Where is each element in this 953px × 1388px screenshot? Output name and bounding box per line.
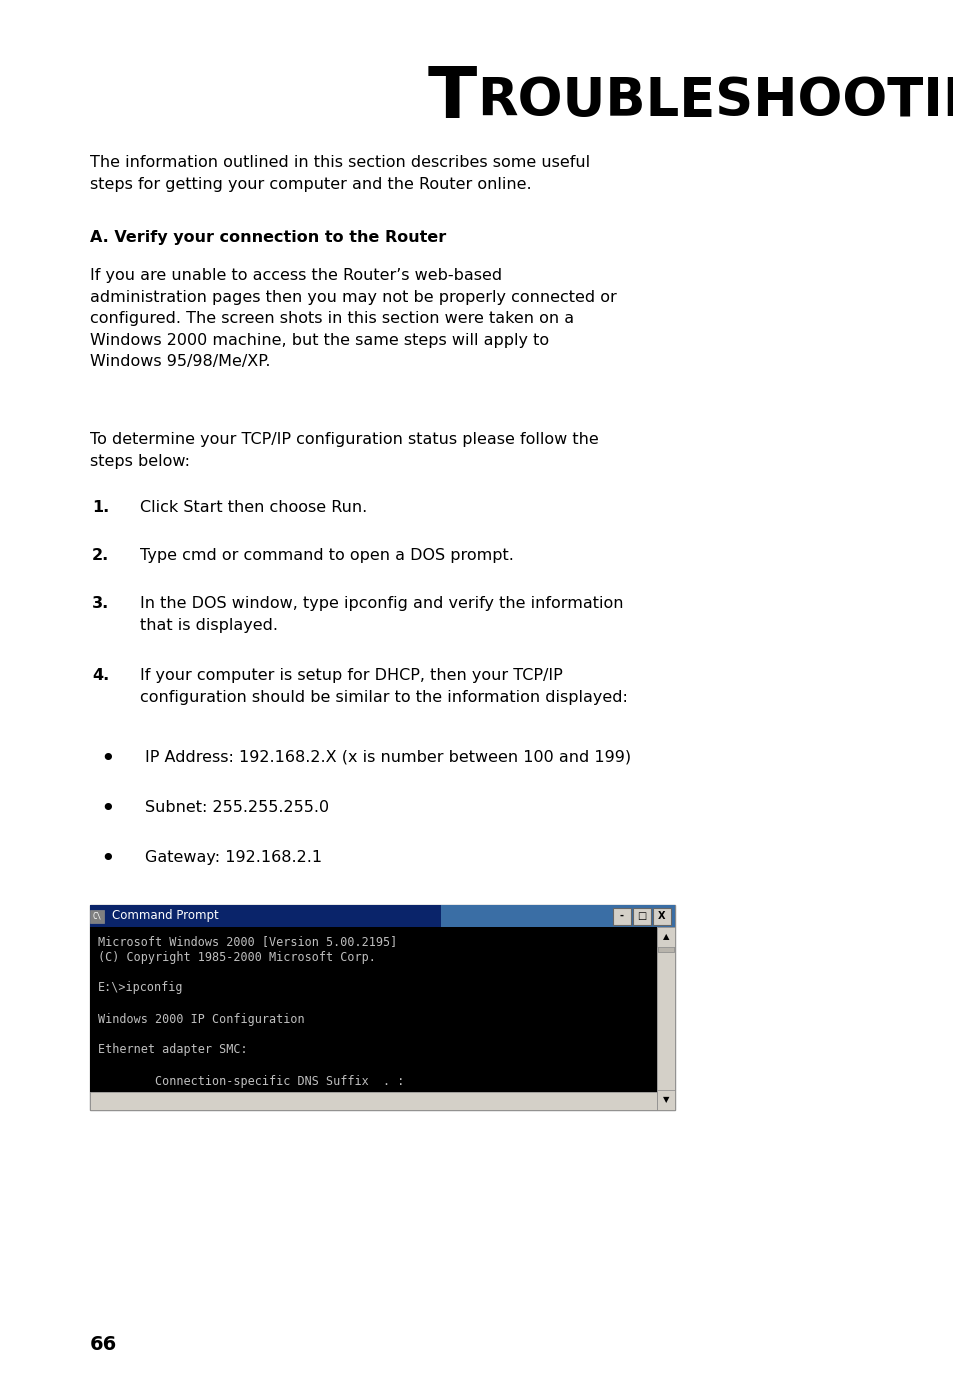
Text: Ethernet adapter SMC:: Ethernet adapter SMC:: [98, 1044, 248, 1056]
Bar: [440, 905, 675, 927]
Text: Connection-specific DNS Suffix  . :: Connection-specific DNS Suffix . :: [98, 1074, 404, 1088]
Text: Microsoft Windows 2000 [Version 5.00.2195]: Microsoft Windows 2000 [Version 5.00.219…: [98, 936, 396, 948]
Bar: [90, 905, 440, 927]
Text: 4.: 4.: [91, 668, 110, 683]
Text: In the DOS window, type ipconfig and verify the information
that is displayed.: In the DOS window, type ipconfig and ver…: [140, 595, 623, 633]
Text: X: X: [658, 911, 665, 922]
Bar: [90, 909, 104, 923]
Bar: [657, 927, 675, 947]
Text: 3.: 3.: [91, 595, 110, 611]
Text: If your computer is setup for DHCP, then your TCP/IP
configuration should be sim: If your computer is setup for DHCP, then…: [140, 668, 627, 705]
Text: (C) Copyright 1985-2000 Microsoft Corp.: (C) Copyright 1985-2000 Microsoft Corp.: [98, 951, 375, 963]
Text: Type cmd or command to open a DOS prompt.: Type cmd or command to open a DOS prompt…: [140, 548, 514, 564]
Text: T: T: [427, 64, 476, 133]
Bar: [657, 927, 675, 1110]
Text: E:\>ipconfig: E:\>ipconfig: [98, 981, 183, 994]
Text: □: □: [637, 911, 646, 922]
Bar: [652, 908, 670, 924]
Text: -: -: [619, 911, 623, 922]
Text: To determine your TCP/IP configuration status please follow the
steps below:: To determine your TCP/IP configuration s…: [90, 432, 598, 469]
Text: A. Verify your connection to the Router: A. Verify your connection to the Router: [90, 230, 446, 246]
Bar: [633, 908, 650, 924]
Text: Subnet: 255.255.255.0: Subnet: 255.255.255.0: [145, 799, 329, 815]
Text: Click Start then choose Run.: Click Start then choose Run.: [140, 500, 367, 515]
Text: 66: 66: [90, 1335, 117, 1355]
Text: IP Address: 192.168.2.X (x is number between 100 and 199): IP Address: 192.168.2.X (x is number bet…: [145, 750, 631, 765]
Bar: [90, 1092, 657, 1110]
Text: •: •: [100, 847, 115, 872]
Text: C\: C\: [92, 912, 102, 920]
Text: •: •: [100, 797, 115, 820]
Text: •: •: [100, 747, 115, 770]
Text: If you are unable to access the Router’s web-based
administration pages then you: If you are unable to access the Router’s…: [90, 268, 616, 369]
Text: ▲: ▲: [662, 933, 669, 941]
Text: 2.: 2.: [91, 548, 110, 564]
Bar: [657, 1090, 675, 1110]
Text: ▼: ▼: [662, 1095, 669, 1105]
Text: ROUBLESHOOTING: ROUBLESHOOTING: [476, 75, 953, 126]
Bar: [90, 927, 657, 1092]
Text: Command Prompt: Command Prompt: [112, 909, 218, 923]
Text: Windows 2000 IP Configuration: Windows 2000 IP Configuration: [98, 1012, 304, 1026]
Bar: [90, 905, 675, 1110]
Text: Gateway: 192.168.2.1: Gateway: 192.168.2.1: [145, 849, 322, 865]
Text: The information outlined in this section describes some useful
steps for getting: The information outlined in this section…: [90, 155, 590, 192]
Text: 1.: 1.: [91, 500, 110, 515]
Bar: [658, 930, 673, 952]
Bar: [613, 908, 630, 924]
